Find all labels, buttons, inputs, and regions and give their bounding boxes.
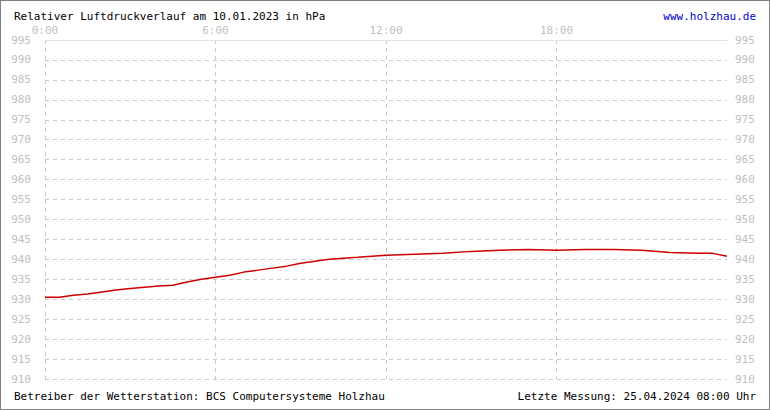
svg-text:920: 920 [11, 333, 31, 346]
svg-text:925: 925 [735, 313, 755, 326]
svg-text:925: 925 [11, 313, 31, 326]
svg-text:975: 975 [735, 113, 755, 126]
svg-text:960: 960 [735, 173, 755, 186]
svg-text:985: 985 [11, 73, 31, 86]
svg-text:995: 995 [735, 34, 755, 47]
svg-text:920: 920 [735, 333, 755, 346]
svg-text:995: 995 [11, 34, 31, 47]
svg-text:950: 950 [735, 213, 755, 226]
svg-text:www.holzhau.de: www.holzhau.de [663, 10, 756, 23]
svg-text:Letzte Messung: 25.04.2024 08:: Letzte Messung: 25.04.2024 08:00 Uhr [518, 390, 757, 403]
svg-text:930: 930 [11, 293, 31, 306]
svg-text:960: 960 [11, 173, 31, 186]
svg-text:915: 915 [735, 353, 755, 366]
svg-text:970: 970 [11, 133, 31, 146]
svg-text:940: 940 [735, 253, 755, 266]
svg-text:910: 910 [11, 373, 31, 386]
svg-text:980: 980 [11, 93, 31, 106]
svg-text:970: 970 [735, 133, 755, 146]
svg-text:Betreiber der Wetterstation: B: Betreiber der Wetterstation: BCS Compute… [14, 390, 385, 403]
svg-text:990: 990 [735, 53, 755, 66]
svg-text:940: 940 [11, 253, 31, 266]
svg-text:975: 975 [11, 113, 31, 126]
svg-text:0:00: 0:00 [32, 24, 59, 37]
svg-text:930: 930 [735, 293, 755, 306]
svg-text:955: 955 [735, 193, 755, 206]
svg-text:18:00: 18:00 [540, 24, 573, 37]
svg-text:955: 955 [11, 193, 31, 206]
svg-text:950: 950 [11, 213, 31, 226]
svg-text:965: 965 [11, 153, 31, 166]
svg-text:965: 965 [735, 153, 755, 166]
svg-text:935: 935 [735, 273, 755, 286]
svg-text:945: 945 [11, 233, 31, 246]
svg-text:945: 945 [735, 233, 755, 246]
svg-text:12:00: 12:00 [369, 24, 402, 37]
svg-text:6:00: 6:00 [202, 24, 229, 37]
svg-text:910: 910 [735, 373, 755, 386]
svg-text:Relativer Luftdruckverlauf am: Relativer Luftdruckverlauf am 10.01.2023… [14, 10, 325, 23]
svg-text:935: 935 [11, 273, 31, 286]
svg-text:990: 990 [11, 53, 31, 66]
svg-text:915: 915 [11, 353, 31, 366]
svg-text:985: 985 [735, 73, 755, 86]
svg-text:980: 980 [735, 93, 755, 106]
